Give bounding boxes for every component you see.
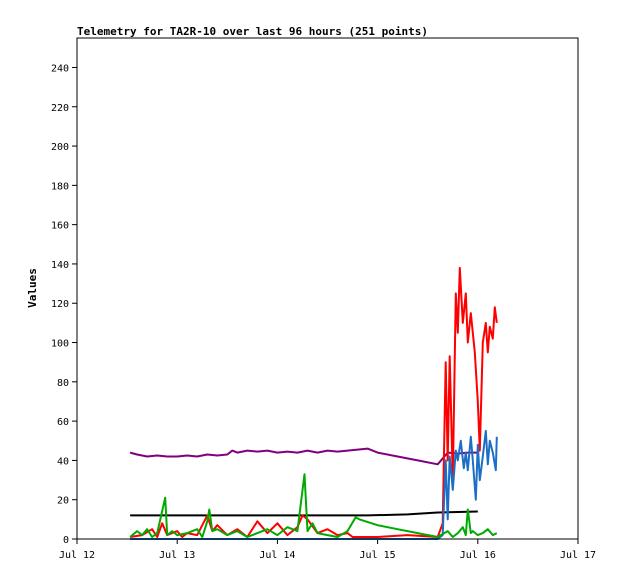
series-line-5: [129, 473, 498, 538]
y-tick-label: 240: [51, 63, 69, 74]
y-tick-label: 160: [51, 221, 69, 232]
x-tick-label: Jul 17: [560, 550, 596, 561]
y-tick-label: 180: [51, 181, 69, 192]
x-tick-label: Jul 12: [59, 550, 95, 561]
y-tick-label: 20: [57, 496, 69, 507]
chart-title: Telemetry for TA2R-10 over last 96 hours…: [77, 25, 428, 38]
x-tick-label: Jul 16: [460, 550, 496, 561]
series-line-1: [129, 447, 478, 466]
y-tick-label: 200: [51, 142, 69, 153]
y-axis: 0 20 40 60 80 100 120 140 160 180 200 220 240: [51, 63, 77, 546]
x-tick-label: Jul 14: [259, 550, 295, 561]
x-axis: Jul 12 Jul 13 Jul 14 Jul 15 Jul 16 Jul 17: [59, 539, 596, 561]
x-tick-label: Jul 13: [159, 550, 195, 561]
series-line-2: [130, 510, 478, 517]
y-tick-label: 40: [57, 456, 69, 467]
y-tick-label: 100: [51, 339, 69, 350]
y-tick-label: 0: [63, 535, 69, 546]
y-tick-label: 140: [51, 260, 69, 271]
x-tick-label: Jul 15: [360, 550, 396, 561]
y-tick-label: 80: [57, 378, 69, 389]
series-line-3: [129, 266, 498, 538]
y-tick-label: 60: [57, 417, 69, 428]
series-line-4: [130, 429, 498, 540]
plot-frame: [76, 37, 579, 540]
series-layer: [129, 266, 498, 540]
y-tick-label: 120: [51, 299, 69, 310]
y-axis-label: Values: [26, 268, 39, 308]
y-tick-label: 220: [51, 103, 69, 114]
